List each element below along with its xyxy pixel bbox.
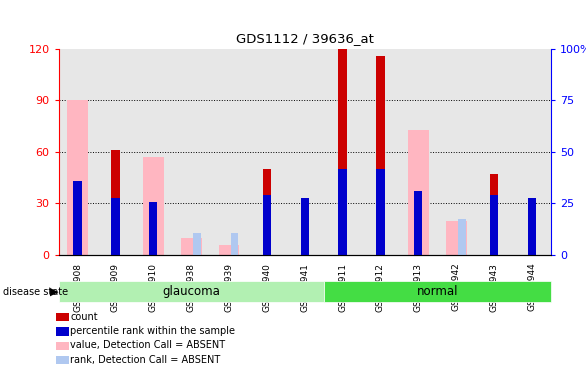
Text: rank, Detection Call = ABSENT: rank, Detection Call = ABSENT <box>70 355 220 364</box>
Bar <box>111 150 120 255</box>
Bar <box>111 198 120 255</box>
Bar <box>490 195 498 255</box>
Bar <box>231 232 239 255</box>
Text: disease state: disease state <box>3 287 68 297</box>
Bar <box>362 49 400 255</box>
Text: glaucoma: glaucoma <box>162 285 220 298</box>
Bar <box>67 100 88 255</box>
Bar <box>490 174 498 255</box>
Bar <box>400 49 437 255</box>
Text: percentile rank within the sample: percentile rank within the sample <box>70 326 236 336</box>
Bar <box>59 49 97 255</box>
Bar <box>263 195 271 255</box>
Bar <box>323 281 551 302</box>
Bar <box>528 198 536 255</box>
Bar <box>513 49 551 255</box>
Bar <box>475 49 513 255</box>
Bar <box>323 49 362 255</box>
Bar <box>248 49 286 255</box>
Bar <box>97 49 134 255</box>
Bar <box>446 220 466 255</box>
Bar <box>59 281 323 302</box>
Bar <box>219 245 240 255</box>
Bar <box>143 157 163 255</box>
Bar <box>172 49 210 255</box>
Bar <box>437 49 475 255</box>
Title: GDS1112 / 39636_at: GDS1112 / 39636_at <box>236 32 374 45</box>
Bar <box>193 232 200 255</box>
Bar <box>301 198 309 255</box>
Bar <box>210 49 248 255</box>
Bar <box>134 49 172 255</box>
Bar <box>180 238 202 255</box>
Text: normal: normal <box>417 285 458 298</box>
Bar <box>528 200 536 255</box>
Bar <box>149 202 158 255</box>
Bar <box>414 191 423 255</box>
Bar <box>339 49 347 255</box>
Bar <box>376 169 384 255</box>
Bar <box>286 49 323 255</box>
Bar <box>408 129 429 255</box>
Bar <box>339 169 347 255</box>
Bar <box>376 56 384 255</box>
Bar <box>458 219 466 255</box>
Bar <box>73 181 81 255</box>
Bar <box>263 169 271 255</box>
Text: ▶: ▶ <box>50 287 59 297</box>
Text: count: count <box>70 312 98 322</box>
Text: value, Detection Call = ABSENT: value, Detection Call = ABSENT <box>70 340 226 350</box>
